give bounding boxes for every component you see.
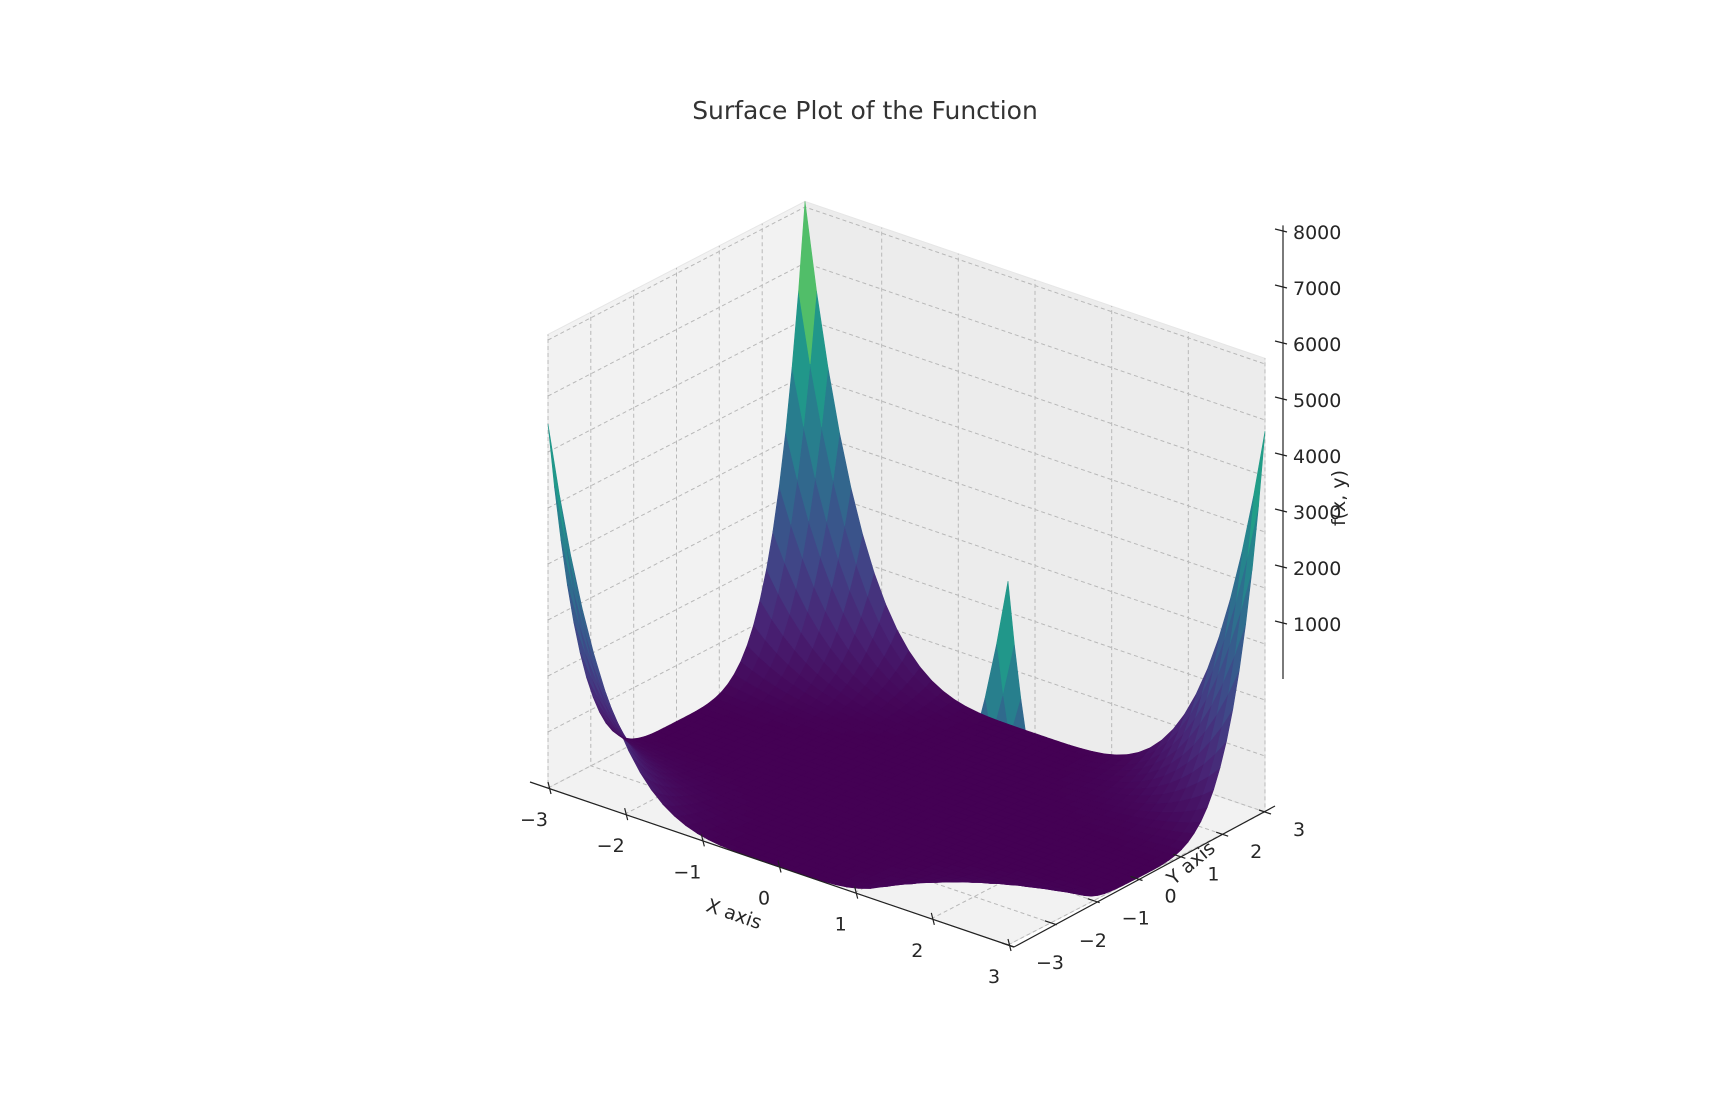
y-tick-mark [1087,898,1100,904]
surface-cell [798,201,817,365]
z-axis-label: f(x, y) [1328,470,1350,526]
x-tick-mark [547,781,552,795]
x-tick-label: −3 [520,809,548,831]
z-tick-mark [1274,564,1288,569]
x-tick-label: −1 [673,861,701,883]
axes: −3 −2 −1 0 1 2 3 −3 −2 −1 0 1 2 3 1000 2000 3000 4000 5000… [520,222,1341,988]
z-tick-label: 7000 [1293,278,1341,300]
y-axis-line [1013,805,1276,948]
z-tick-mark [1274,284,1288,289]
y-tick-mark [1258,809,1272,815]
y-tick-label: 3 [1293,819,1305,841]
surface-mesh [547,201,1266,897]
z-tick-mark [1274,396,1288,401]
y-tick-label: 2 [1250,841,1262,863]
x-tick-mark [930,912,935,925]
y-tick-mark [1173,853,1186,859]
x-tick-label: −2 [597,835,625,857]
x-tick-label: 3 [988,966,1000,988]
z-tick-label: 6000 [1293,334,1341,356]
z-tick-label: 2000 [1293,558,1341,580]
chart-title: Surface Plot of the Function [692,96,1038,125]
x-tick-label: 0 [758,888,770,910]
z-tick-mark [1274,228,1288,233]
z-tick-label: 4000 [1293,446,1341,468]
y-tick-label: 1 [1207,863,1219,885]
x-tick-label: 1 [835,914,847,936]
y-tick-mark [1215,831,1229,837]
z-tick-label: 3000 [1293,502,1341,524]
z-tick-mark [1274,620,1288,625]
x-tick-label: 2 [911,940,923,962]
y-tick-label: −1 [1122,908,1150,930]
x-tick-mark [777,860,782,873]
z-tick-mark [1274,452,1288,457]
z-tick-mark [1274,508,1288,513]
z-tick-mark [1274,340,1288,345]
y-tick-label: −2 [1079,930,1107,952]
z-tick-label: 8000 [1293,222,1341,244]
y-tick-label: −3 [1036,952,1064,974]
y-tick-mark [1001,942,1015,948]
y-tick-mark [1044,920,1058,926]
x-tick-mark [700,834,705,847]
x-tick-mark [624,808,629,821]
y-tick-label: 0 [1165,886,1177,908]
y-tick-mark [1130,875,1143,882]
z-tick-label: 1000 [1293,614,1341,636]
x-tick-mark [854,886,859,899]
x-axis-label: X axis [703,895,764,934]
z-tick-label: 5000 [1293,390,1341,412]
